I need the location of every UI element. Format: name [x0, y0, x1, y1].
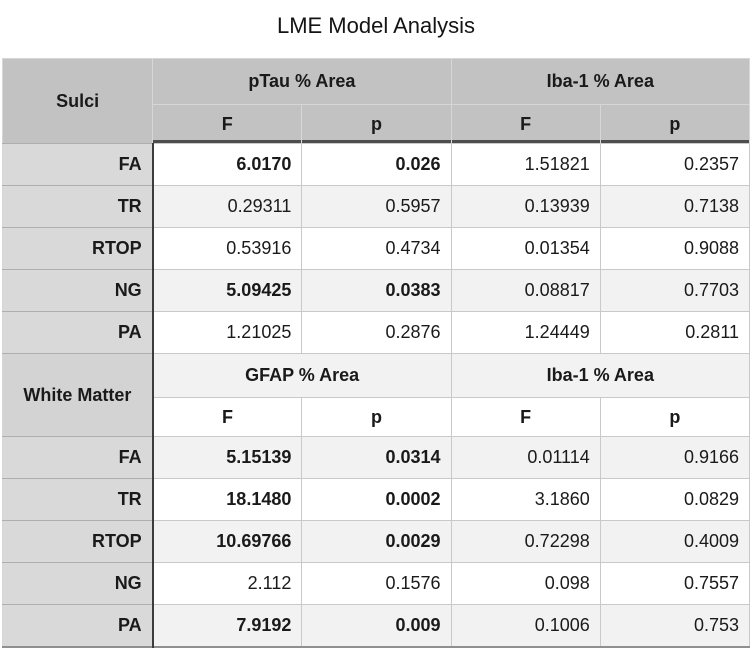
- f-value-cell: 3.1860: [450, 478, 601, 521]
- subheader-f: F: [152, 104, 303, 144]
- f-value-cell: 0.01114: [450, 436, 601, 479]
- table-row-fa: FA 6.0170 0.026 1.51821 0.2357: [2, 143, 751, 186]
- p-value-cell: 0.009: [301, 604, 452, 647]
- row-label: FA: [2, 436, 154, 479]
- p-value-cell: 0.9088: [599, 227, 751, 270]
- p-value-cell: 0.1576: [301, 562, 452, 605]
- f-value-cell: 7.9192: [152, 604, 303, 647]
- row-label: PA: [2, 604, 154, 647]
- p-value-cell: 0.9166: [599, 436, 751, 479]
- p-value-cell: 0.4734: [301, 227, 452, 270]
- p-value-cell: 0.7138: [599, 185, 751, 228]
- group-header-ptau: pTau % Area: [152, 58, 452, 105]
- f-value-cell: 5.15139: [152, 436, 303, 479]
- row-label: TR: [2, 478, 154, 521]
- table-row-pa: PA 7.9192 0.009 0.1006 0.753: [2, 604, 751, 647]
- p-value-cell: 0.7703: [599, 269, 751, 312]
- f-value-cell: 0.08817: [450, 269, 601, 312]
- subheader-p: p: [599, 397, 751, 437]
- table-row-rtop: RTOP 10.69766 0.0029 0.72298 0.4009: [2, 520, 751, 563]
- section-label-white-matter: White Matter: [2, 353, 154, 437]
- subheader-p: p: [301, 104, 452, 144]
- f-value-cell: 0.29311: [152, 185, 303, 228]
- row-label: NG: [2, 269, 154, 312]
- page-title: LME Model Analysis: [276, 13, 476, 38]
- p-value-cell: 0.4009: [599, 520, 751, 563]
- group-header-gfap: GFAP % Area: [152, 353, 452, 398]
- p-value-cell: 0.7557: [599, 562, 751, 605]
- table-row-tr: TR 18.1480 0.0002 3.1860 0.0829: [2, 478, 751, 521]
- f-value-cell: 0.01354: [450, 227, 601, 270]
- p-value-cell: 0.2357: [599, 143, 751, 186]
- subheader-f: F: [450, 397, 601, 437]
- p-value-cell: 0.0314: [301, 436, 452, 479]
- sulci-group-header-row: Sulci pTau % Area Iba-1 % Area: [2, 58, 751, 144]
- group-header-iba1: Iba-1 % Area: [450, 58, 751, 105]
- table-row-tr: TR 0.29311 0.5957 0.13939 0.7138: [2, 185, 751, 228]
- sulci-subheader-row: F p F p: [3, 104, 751, 144]
- lme-results-table: Sulci pTau % Area Iba-1 % Area F p F p F…: [2, 58, 751, 648]
- p-value-cell: 0.0829: [599, 478, 751, 521]
- p-value-cell: 0.0029: [301, 520, 452, 563]
- row-label: TR: [2, 185, 154, 228]
- subheader-f: F: [450, 104, 601, 144]
- f-value-cell: 0.1006: [450, 604, 601, 647]
- f-value-cell: 6.0170: [152, 143, 303, 186]
- table-row-ng: NG 2.112 0.1576 0.098 0.7557: [2, 562, 751, 605]
- row-label: NG: [2, 562, 154, 605]
- group-header-iba1: Iba-1 % Area: [450, 353, 751, 398]
- table-row-ng: NG 5.09425 0.0383 0.08817 0.7703: [2, 269, 751, 312]
- f-value-cell: 1.24449: [450, 311, 601, 354]
- white-matter-group-header-row: White Matter GFAP % Area Iba-1 % Area: [2, 353, 751, 437]
- section-label-sulci: Sulci: [2, 58, 154, 144]
- row-label: RTOP: [2, 227, 154, 270]
- table-row-pa: PA 1.21025 0.2876 1.24449 0.2811: [2, 311, 751, 354]
- p-value-cell: 0.5957: [301, 185, 452, 228]
- row-label: PA: [2, 311, 154, 354]
- f-value-cell: 1.21025: [152, 311, 303, 354]
- p-value-cell: 0.2876: [301, 311, 452, 354]
- p-value-cell: 0.026: [301, 143, 452, 186]
- p-value-cell: 0.753: [599, 604, 751, 647]
- white-matter-subheader-row: F p F p: [3, 397, 751, 437]
- f-value-cell: 0.13939: [450, 185, 601, 228]
- f-value-cell: 0.72298: [450, 520, 601, 563]
- row-label: RTOP: [2, 520, 154, 563]
- f-value-cell: 1.51821: [450, 143, 601, 186]
- p-value-cell: 0.2811: [599, 311, 751, 354]
- p-value-cell: 0.0002: [301, 478, 452, 521]
- table-row-rtop: RTOP 0.53916 0.4734 0.01354 0.9088: [2, 227, 751, 270]
- table-row-fa: FA 5.15139 0.0314 0.01114 0.9166: [2, 436, 751, 479]
- f-value-cell: 10.69766: [152, 520, 303, 563]
- subheader-p: p: [301, 397, 452, 437]
- row-label: FA: [2, 143, 154, 186]
- f-value-cell: 18.1480: [152, 478, 303, 521]
- f-value-cell: 0.53916: [152, 227, 303, 270]
- subheader-f: F: [152, 397, 303, 437]
- f-value-cell: 0.098: [450, 562, 601, 605]
- subheader-p: p: [599, 104, 751, 144]
- f-value-cell: 5.09425: [152, 269, 303, 312]
- f-value-cell: 2.112: [152, 562, 303, 605]
- p-value-cell: 0.0383: [301, 269, 452, 312]
